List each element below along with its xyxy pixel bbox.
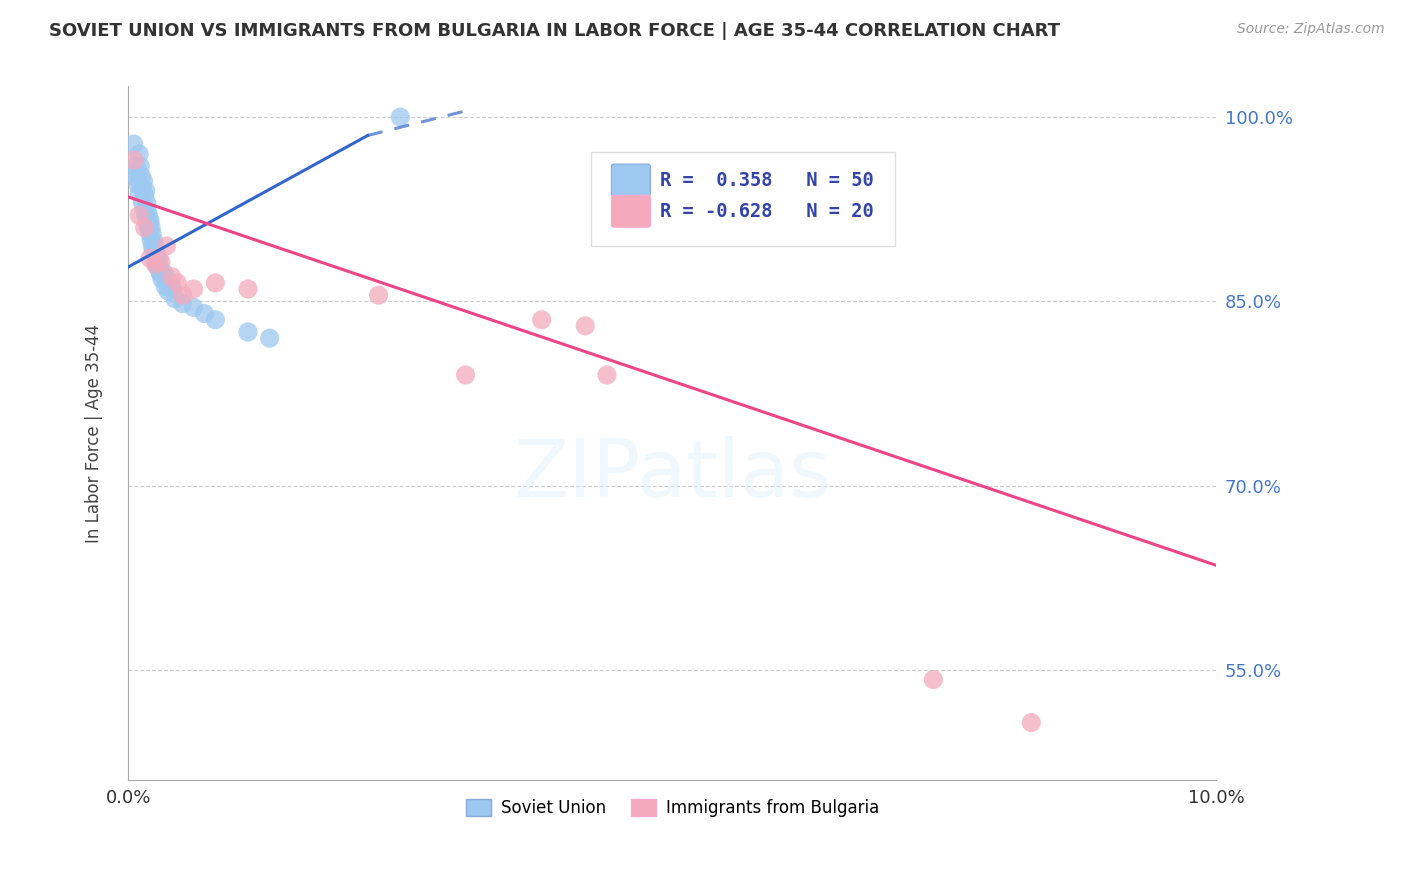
Point xyxy=(149,265,172,279)
Point xyxy=(128,186,150,201)
Point xyxy=(132,174,155,188)
Point xyxy=(131,196,153,211)
Point xyxy=(596,368,619,382)
Point xyxy=(922,673,945,687)
Text: Source: ZipAtlas.com: Source: ZipAtlas.com xyxy=(1237,22,1385,37)
Point xyxy=(146,260,169,274)
Point xyxy=(121,165,143,179)
Point xyxy=(160,279,183,293)
Point xyxy=(139,227,162,241)
Point xyxy=(141,239,163,253)
Point xyxy=(128,208,150,222)
Point xyxy=(1019,715,1042,730)
Point xyxy=(131,181,153,195)
Point xyxy=(183,282,205,296)
Y-axis label: In Labor Force | Age 35-44: In Labor Force | Age 35-44 xyxy=(86,324,103,543)
Point xyxy=(172,288,194,302)
Point xyxy=(129,159,152,173)
Point xyxy=(530,312,553,326)
Point xyxy=(149,255,172,269)
Point xyxy=(122,137,145,152)
Point xyxy=(183,301,205,315)
Point xyxy=(138,223,160,237)
Point xyxy=(259,331,281,345)
Point xyxy=(125,171,148,186)
Point xyxy=(122,153,145,167)
Point xyxy=(389,110,412,124)
Point xyxy=(139,214,162,228)
Point xyxy=(134,188,156,202)
Point xyxy=(152,265,174,279)
Text: R = -0.628   N = 20: R = -0.628 N = 20 xyxy=(661,202,875,220)
Point xyxy=(141,227,163,241)
Point xyxy=(141,220,163,235)
Point xyxy=(134,220,156,235)
Point xyxy=(145,247,167,261)
Point xyxy=(236,282,259,296)
FancyBboxPatch shape xyxy=(612,195,651,227)
Point xyxy=(172,297,194,311)
Point xyxy=(155,279,177,293)
Point xyxy=(134,203,156,218)
Point xyxy=(574,318,596,333)
Point xyxy=(135,208,157,222)
Point xyxy=(125,159,148,173)
Point xyxy=(145,245,167,260)
Point xyxy=(204,312,226,326)
FancyBboxPatch shape xyxy=(612,164,651,196)
Point xyxy=(135,196,157,211)
Point xyxy=(135,184,157,198)
Point xyxy=(236,325,259,339)
Text: R =  0.358   N = 50: R = 0.358 N = 50 xyxy=(661,170,875,189)
Point xyxy=(127,178,149,192)
Point xyxy=(155,269,177,284)
Point xyxy=(131,169,153,183)
Point xyxy=(141,233,163,247)
Point xyxy=(149,267,172,281)
Point xyxy=(145,257,167,271)
Point xyxy=(204,276,226,290)
Point xyxy=(138,211,160,225)
Point xyxy=(367,288,389,302)
Point xyxy=(193,307,215,321)
Point xyxy=(150,272,173,286)
Text: SOVIET UNION VS IMMIGRANTS FROM BULGARIA IN LABOR FORCE | AGE 35-44 CORRELATION : SOVIET UNION VS IMMIGRANTS FROM BULGARIA… xyxy=(49,22,1060,40)
Point xyxy=(139,252,162,266)
FancyBboxPatch shape xyxy=(591,153,896,246)
Point xyxy=(165,292,187,306)
Point xyxy=(136,206,159,220)
Point xyxy=(145,255,167,269)
Legend: Soviet Union, Immigrants from Bulgaria: Soviet Union, Immigrants from Bulgaria xyxy=(458,792,886,824)
Point xyxy=(155,239,177,253)
Point xyxy=(142,243,165,257)
Point xyxy=(454,368,477,382)
Point xyxy=(148,252,170,267)
Point xyxy=(136,218,159,232)
Point xyxy=(166,276,188,290)
Point xyxy=(160,269,183,284)
Point xyxy=(157,285,180,299)
Text: ZIPatlas: ZIPatlas xyxy=(513,436,831,514)
Point xyxy=(128,147,150,161)
Point xyxy=(143,235,166,250)
